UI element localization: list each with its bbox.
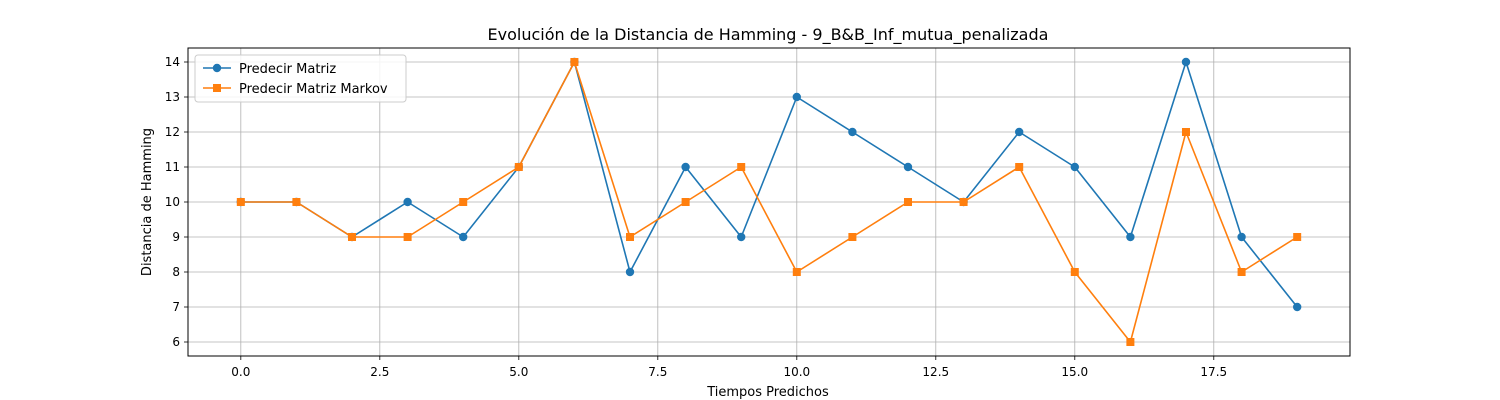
data-point bbox=[1126, 232, 1135, 242]
series-layer bbox=[236, 57, 1302, 346]
x-tick-label: 10.0 bbox=[783, 365, 810, 379]
axes: 0.0 2.5 5.0 7.5 10.0 12.5 15.0 17.5 6 7 8 9 10 11 12 13… bbox=[165, 55, 1227, 379]
series-line bbox=[240, 61, 1298, 343]
legend-label: Predecir Matriz bbox=[239, 62, 336, 77]
data-point bbox=[1237, 268, 1246, 276]
legend: Predecir Matriz Predecir Matriz Markov bbox=[194, 54, 407, 103]
y-tick-label: 14 bbox=[165, 55, 180, 69]
data-point bbox=[848, 233, 857, 241]
series-2 bbox=[236, 58, 1302, 346]
data-point bbox=[959, 198, 968, 206]
data-point bbox=[625, 267, 635, 277]
x-tick-label: 2.5 bbox=[370, 365, 389, 379]
legend-marker bbox=[213, 84, 221, 92]
series-line bbox=[240, 61, 1298, 308]
data-point bbox=[459, 198, 468, 206]
data-point bbox=[1293, 233, 1302, 241]
data-point bbox=[1070, 162, 1079, 172]
data-point bbox=[903, 198, 912, 206]
y-tick-label: 12 bbox=[165, 125, 180, 139]
y-axis-label: Distancia de Hamming bbox=[140, 128, 155, 276]
data-point bbox=[1070, 268, 1079, 276]
legend-label: Predecir Matriz Markov bbox=[239, 82, 388, 97]
data-point bbox=[848, 127, 857, 137]
legend-box bbox=[194, 54, 407, 103]
data-point bbox=[792, 268, 801, 276]
data-point bbox=[459, 232, 468, 242]
chart-title: Evolución de la Distancia de Hamming - 9… bbox=[488, 25, 1049, 45]
x-tick-label: 17.5 bbox=[1200, 365, 1227, 379]
data-point bbox=[1181, 57, 1191, 67]
legend-marker bbox=[212, 63, 222, 73]
data-point bbox=[403, 197, 412, 207]
data-point bbox=[681, 198, 690, 206]
legend-item: Predecir Matriz bbox=[203, 62, 336, 77]
data-point bbox=[681, 162, 690, 172]
data-point bbox=[514, 163, 523, 171]
y-tick-label: 9 bbox=[172, 230, 180, 244]
y-tick-label: 11 bbox=[165, 160, 180, 174]
data-point bbox=[737, 232, 746, 242]
data-point bbox=[737, 163, 746, 171]
data-point bbox=[1014, 127, 1024, 137]
x-tick-label: 0.0 bbox=[231, 365, 250, 379]
legend-item: Predecir Matriz Markov bbox=[203, 82, 388, 97]
data-point bbox=[1015, 163, 1024, 171]
data-point bbox=[403, 233, 412, 241]
y-tick-label: 10 bbox=[165, 195, 180, 209]
data-point bbox=[348, 233, 357, 241]
data-point bbox=[626, 233, 635, 241]
data-point bbox=[792, 92, 801, 102]
data-point bbox=[1126, 338, 1135, 346]
data-point bbox=[570, 58, 579, 66]
x-tick-label: 12.5 bbox=[922, 365, 949, 379]
data-point bbox=[1292, 302, 1302, 312]
data-point bbox=[1181, 128, 1190, 136]
x-axis-label: Tiempos Predichos bbox=[706, 385, 829, 400]
y-tick-label: 8 bbox=[172, 265, 180, 279]
y-tick-label: 7 bbox=[172, 300, 180, 314]
y-tick-label: 13 bbox=[165, 90, 180, 104]
data-point bbox=[236, 198, 245, 206]
x-tick-label: 15.0 bbox=[1061, 365, 1088, 379]
data-point bbox=[903, 162, 913, 172]
x-tick-label: 7.5 bbox=[648, 365, 667, 379]
data-point bbox=[292, 198, 301, 206]
data-point bbox=[1237, 232, 1246, 242]
x-tick-label: 5.0 bbox=[509, 365, 528, 379]
y-tick-label: 6 bbox=[172, 335, 180, 349]
